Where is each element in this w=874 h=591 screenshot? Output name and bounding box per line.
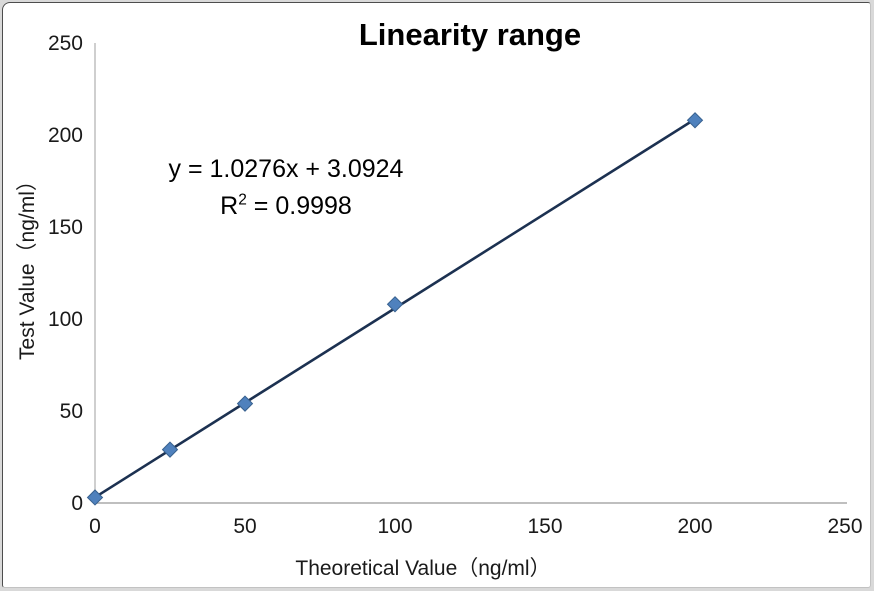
y-tick-label: 0 [71,492,83,515]
y-tick-label: 250 [48,32,83,55]
data-point-marker [236,395,254,412]
trendline-annotation: y = 1.0276x + 3.0924 R2 = 0.9998 [106,151,466,225]
data-point-marker [161,441,179,458]
r-squared-label: R2 = 0.9998 [220,191,352,220]
x-tick-label: 200 [677,515,712,538]
data-point-marker [86,489,104,506]
y-tick-label: 100 [48,308,83,331]
trendline-equation: y = 1.0276x + 3.0924 [168,155,404,183]
x-tick-label: 0 [89,515,101,538]
data-point-marker [386,296,404,313]
data-point-marker [686,112,704,129]
chart-title: Linearity range [358,17,582,52]
x-tick-label: 250 [827,515,862,538]
y-tick-label: 200 [48,124,83,147]
y-tick-label: 50 [60,400,83,423]
y-axis-title: Test Value（ng/ml） [16,170,39,360]
x-tick-label: 50 [233,515,256,538]
x-tick-label: 150 [527,515,562,538]
y-tick-label: 150 [48,216,83,239]
x-axis-title: Theoretical Value（ng/ml） [295,557,551,580]
x-tick-label: 100 [377,515,412,538]
